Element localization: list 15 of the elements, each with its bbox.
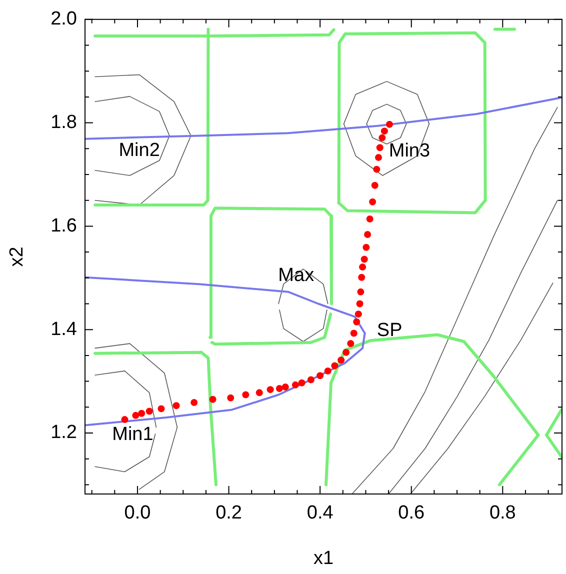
x-axis-title: x1 [313,548,334,569]
x-tick-label: 0.6 [398,502,425,524]
x-tick-label: 0.8 [489,502,516,524]
y-tick-label: 2.0 [50,8,77,30]
annotation: SP [376,320,402,342]
y-tick-label: 1.4 [50,318,78,340]
y-tick-label: 1.8 [50,112,77,134]
x-tick-label: 0.2 [216,502,242,524]
y-axis-title: x2 [6,246,28,267]
annotation: Min2 [118,140,160,161]
x-tick-label: 0.0 [124,502,151,524]
x-tick-label: 0.4 [306,502,334,524]
y-tick-label: 1.6 [50,215,77,236]
y-tick-label: 1.2 [50,422,77,444]
annotation: Min1 [112,424,154,445]
